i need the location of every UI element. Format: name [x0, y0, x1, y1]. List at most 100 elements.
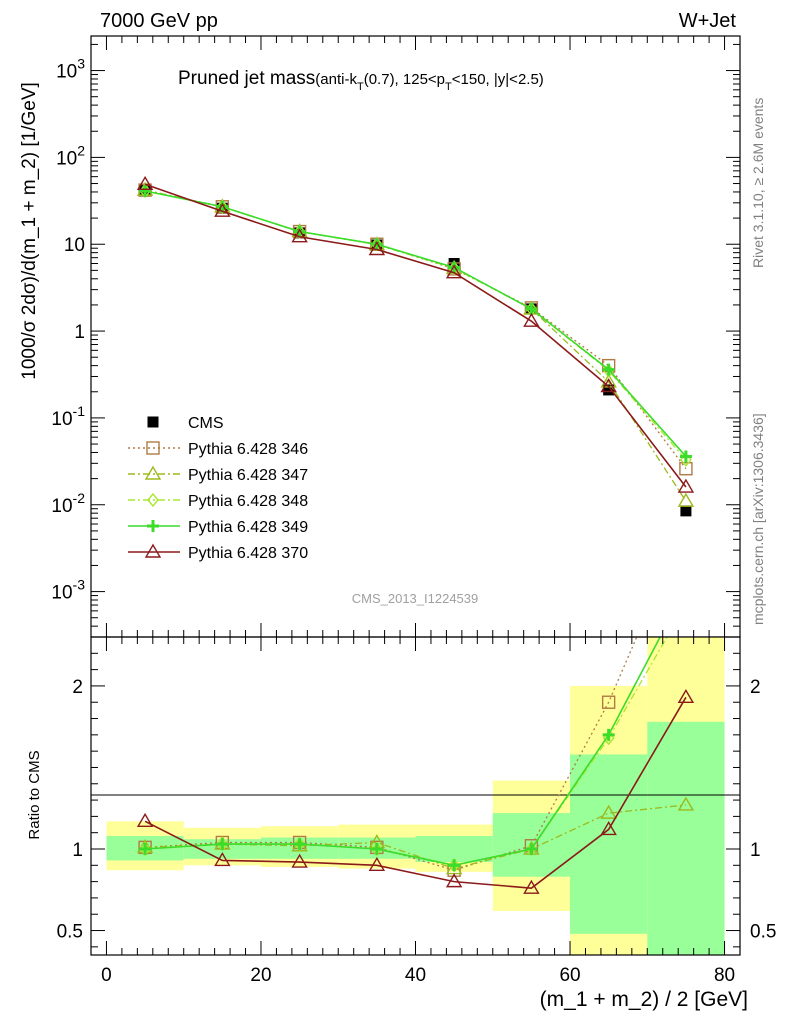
data-point	[677, 796, 695, 811]
y-tick-label: 103	[56, 56, 85, 83]
legend-label: Pythia 6.428 347	[188, 467, 308, 484]
ratio-series-p370	[136, 688, 695, 894]
data-point	[677, 492, 695, 507]
data-point	[136, 812, 154, 827]
data-point	[600, 821, 617, 836]
ratio-ticks: 0.5 0.51 12 20 20 40 60 80	[57, 637, 776, 986]
data-point	[523, 312, 540, 327]
data-point	[370, 843, 383, 855]
data-point	[677, 688, 695, 704]
data-point	[293, 225, 306, 238]
data-point	[368, 241, 386, 256]
main-series	[136, 175, 695, 517]
ratio-frame	[90, 636, 741, 956]
data-point	[136, 175, 154, 190]
uncertainty-band-green	[647, 721, 725, 955]
data-point	[139, 843, 152, 855]
series-line	[144, 190, 687, 457]
data-point	[602, 728, 615, 741]
legend-label: CMS	[188, 415, 224, 432]
data-point	[368, 856, 386, 872]
data-point	[291, 853, 308, 868]
main-ticks: 10-3 10-2 10-1 1 10 102 103	[51, 36, 740, 638]
x-tick-label: 40	[405, 965, 426, 986]
data-point	[147, 520, 159, 532]
x-tick-label: 0	[101, 965, 112, 986]
series-p349	[139, 185, 692, 463]
data-point	[525, 843, 538, 855]
data-point	[214, 202, 231, 217]
header-left: 7000 GeV pp	[100, 10, 218, 32]
ratio-y-tick-label: 0.5	[57, 922, 83, 943]
legend-item: Pythia 6.428 370	[128, 543, 308, 562]
series-line	[144, 189, 687, 470]
data-point	[679, 462, 693, 476]
legend-label: Pythia 6.428 349	[188, 519, 308, 536]
series-line	[144, 190, 687, 461]
data-point	[139, 185, 152, 198]
data-point	[147, 492, 159, 508]
mcplots-label: mcplots.cern.ch [arXiv:1306.3436]	[750, 413, 766, 625]
ratio-y-axis-label: Ratio to CMS	[26, 750, 43, 839]
legend-label: Pythia 6.428 346	[188, 441, 308, 458]
data-point	[291, 228, 308, 243]
ratio-y-tick-label: 2	[72, 677, 83, 698]
data-point	[144, 543, 162, 558]
legend-item: Pythia 6.428 348	[128, 492, 308, 510]
data-point	[448, 859, 461, 872]
data-point	[214, 852, 231, 867]
legend-label: Pythia 6.428 370	[188, 545, 308, 562]
data-point	[600, 378, 617, 393]
legend-item: Pythia 6.428 349	[128, 519, 308, 536]
y-axis-label: 1000/σ 2dσ)/d(m_1 + m_2) [1/GeV]	[19, 82, 40, 380]
x-tick-label: 80	[714, 965, 735, 986]
data-point	[445, 264, 463, 279]
ratio-bands	[106, 637, 725, 955]
data-point	[523, 879, 540, 894]
ratio-y-tick-label: 1	[72, 840, 83, 861]
series-line	[144, 696, 687, 889]
header-right: W+Jet	[679, 10, 737, 32]
ratio-y-tick-label: 1	[750, 840, 761, 861]
rivet-label: Rivet 3.1.10, ≥ 2.6M events	[750, 98, 766, 268]
y-tick-label: 10-3	[51, 577, 85, 604]
ratio-series-p349	[139, 637, 662, 872]
data-point	[146, 441, 160, 455]
analysis-watermark: CMS_2013_I1224539	[352, 591, 479, 606]
data-point	[216, 838, 229, 851]
ratio-series	[136, 637, 695, 894]
data-point	[445, 873, 463, 888]
y-tick-label: 10	[64, 235, 85, 256]
data-point	[144, 465, 162, 480]
legend: CMS Pythia 6.428 346 Pythia 6.428 347 Pythi…	[128, 415, 308, 562]
data-point	[602, 363, 615, 376]
series-line	[145, 637, 662, 867]
data-point	[603, 384, 615, 396]
y-tick-label: 102	[56, 142, 85, 169]
data-point	[679, 450, 692, 463]
x-axis-label: (m_1 + m_2) / 2 [GeV]	[540, 988, 748, 1011]
legend-label: Pythia 6.428 348	[188, 493, 308, 510]
uncertainty-band-green	[415, 835, 493, 863]
x-tick-label: 20	[250, 965, 271, 986]
data-point	[677, 478, 695, 493]
data-point	[370, 238, 383, 251]
ratio-y-tick-label: 0.5	[750, 922, 776, 943]
plot-title: Pruned jet mass(anti-kT(0.7), 125<pT<150…	[178, 68, 544, 93]
y-tick-label: 1	[74, 322, 85, 343]
legend-item: CMS	[147, 415, 224, 432]
data-point	[600, 804, 617, 819]
data-point	[680, 505, 692, 517]
series-p370	[136, 175, 695, 493]
data-point	[448, 261, 461, 274]
uncertainty-band-green	[570, 754, 648, 934]
y-tick-label: 10-1	[51, 403, 85, 430]
data-point	[147, 416, 159, 428]
series-line	[145, 637, 638, 871]
legend-item: Pythia 6.428 346	[128, 441, 308, 458]
legend-item: Pythia 6.428 347	[128, 465, 308, 484]
y-tick-label: 10-2	[51, 490, 85, 517]
series-line	[144, 183, 687, 488]
data-point	[601, 695, 616, 709]
